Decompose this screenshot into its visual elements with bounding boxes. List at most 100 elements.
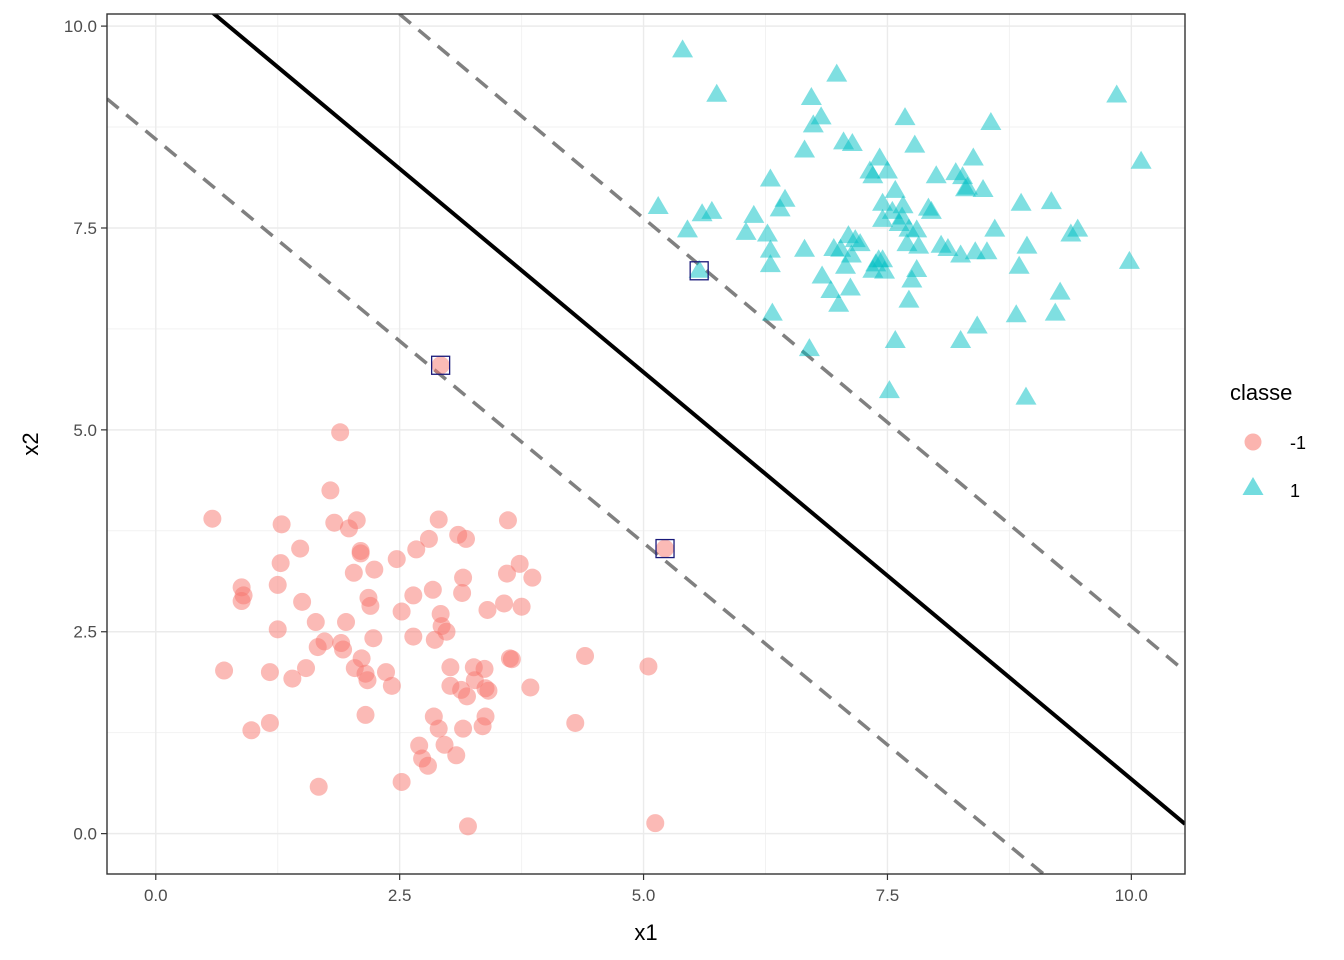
point-class-pos1 xyxy=(962,147,984,166)
y-tick-label: 10.0 xyxy=(64,17,97,36)
y-tick-label: 0.0 xyxy=(73,825,97,844)
point-class-neg1 xyxy=(423,580,442,599)
support-vector-marker xyxy=(689,261,709,281)
point-class-neg1 xyxy=(361,596,380,615)
point-class-pos1 xyxy=(869,147,891,166)
point-class-neg1 xyxy=(392,602,411,621)
point-class-pos1 xyxy=(1040,191,1062,210)
point-class-pos1 xyxy=(828,293,850,312)
point-class-pos1 xyxy=(937,237,959,256)
point-class-neg1 xyxy=(447,746,466,765)
point-class-neg1 xyxy=(656,539,675,558)
point-class-pos1 xyxy=(835,255,857,274)
point-class-neg1 xyxy=(352,649,371,668)
point-class-pos1 xyxy=(672,39,694,58)
point-class-neg1 xyxy=(387,550,406,569)
decision-boundary xyxy=(211,14,1185,826)
y-tick-label: 7.5 xyxy=(73,219,97,238)
point-class-neg1 xyxy=(309,777,328,796)
point-class-neg1 xyxy=(325,513,344,532)
point-class-neg1 xyxy=(347,511,366,530)
point-class-neg1 xyxy=(356,705,375,724)
point-class-neg1 xyxy=(457,687,476,706)
point-class-neg1 xyxy=(404,586,423,605)
point-class-neg1 xyxy=(291,539,310,558)
x-tick-label: 0.0 xyxy=(144,886,168,905)
point-class-neg1 xyxy=(521,678,540,697)
point-class-pos1 xyxy=(1118,250,1140,269)
legend-label-neg1: -1 xyxy=(1290,433,1306,453)
point-class-pos1 xyxy=(1010,192,1032,211)
point-class-neg1 xyxy=(429,719,448,738)
point-class-neg1 xyxy=(441,658,460,677)
point-class-pos1 xyxy=(841,133,863,152)
point-class-neg1 xyxy=(364,629,383,648)
point-class-pos1 xyxy=(906,258,928,277)
point-class-neg1 xyxy=(268,575,287,594)
x-tick-label: 7.5 xyxy=(876,886,900,905)
point-class-neg1 xyxy=(497,564,516,583)
point-class-pos1 xyxy=(735,221,757,240)
point-class-neg1 xyxy=(215,661,234,680)
point-class-pos1 xyxy=(820,279,842,298)
point-class-pos1 xyxy=(1106,84,1128,103)
point-class-neg1 xyxy=(475,659,494,678)
point-class-pos1 xyxy=(862,165,884,184)
point-class-neg1 xyxy=(576,646,595,665)
point-class-pos1 xyxy=(872,249,894,268)
point-class-pos1 xyxy=(966,315,988,334)
point-class-neg1 xyxy=(242,721,261,740)
point-class-neg1 xyxy=(260,663,279,682)
point-class-neg1 xyxy=(418,756,437,775)
point-class-neg1 xyxy=(454,568,473,587)
point-class-neg1 xyxy=(510,554,529,573)
point-class-pos1 xyxy=(830,238,852,257)
point-class-pos1 xyxy=(676,219,698,238)
point-class-pos1 xyxy=(849,233,871,252)
point-class-neg1 xyxy=(407,540,426,559)
point-class-pos1 xyxy=(894,107,916,126)
point-class-pos1 xyxy=(976,241,998,260)
point-class-pos1 xyxy=(920,200,942,219)
y-axis-title: x2 xyxy=(18,432,43,455)
legend-key-circle xyxy=(1244,433,1262,451)
point-class-neg1 xyxy=(454,719,473,738)
legend-label-pos1: 1 xyxy=(1290,481,1300,501)
point-class-neg1 xyxy=(392,772,411,791)
point-class-neg1 xyxy=(523,568,542,587)
x-tick-label: 10.0 xyxy=(1115,886,1148,905)
point-class-pos1 xyxy=(884,179,906,198)
point-class-neg1 xyxy=(283,669,302,688)
point-class-neg1 xyxy=(458,817,477,836)
point-class-neg1 xyxy=(293,592,312,611)
point-class-pos1 xyxy=(1044,302,1066,321)
point-class-neg1 xyxy=(268,620,287,639)
point-class-neg1 xyxy=(419,529,438,548)
point-class-pos1 xyxy=(1016,235,1038,254)
x-tick-label: 5.0 xyxy=(632,886,656,905)
point-class-pos1 xyxy=(769,198,791,217)
point-class-neg1 xyxy=(334,640,353,659)
point-class-pos1 xyxy=(759,239,781,258)
svm-lines xyxy=(107,14,1185,874)
point-class-pos1 xyxy=(878,380,900,399)
point-class-pos1 xyxy=(810,106,832,125)
point-class-pos1 xyxy=(984,218,1006,237)
point-class-neg1 xyxy=(476,707,495,726)
point-class-pos1 xyxy=(904,134,926,153)
x-axis: 0.0 2.5 5.0 7.5 10.0 xyxy=(144,874,1148,905)
point-class-neg1 xyxy=(502,650,521,669)
point-class-pos1 xyxy=(706,83,728,102)
point-class-pos1 xyxy=(1130,150,1152,169)
point-class-neg1 xyxy=(321,481,340,500)
point-class-neg1 xyxy=(260,713,279,732)
point-class-pos1 xyxy=(761,302,783,321)
point-class-neg1 xyxy=(498,511,517,530)
point-class-pos1 xyxy=(688,259,710,278)
point-class-pos1 xyxy=(925,165,947,184)
data-points xyxy=(203,39,1152,836)
point-class-pos1 xyxy=(800,86,822,105)
point-class-pos1 xyxy=(972,179,994,198)
point-class-neg1 xyxy=(331,423,350,442)
